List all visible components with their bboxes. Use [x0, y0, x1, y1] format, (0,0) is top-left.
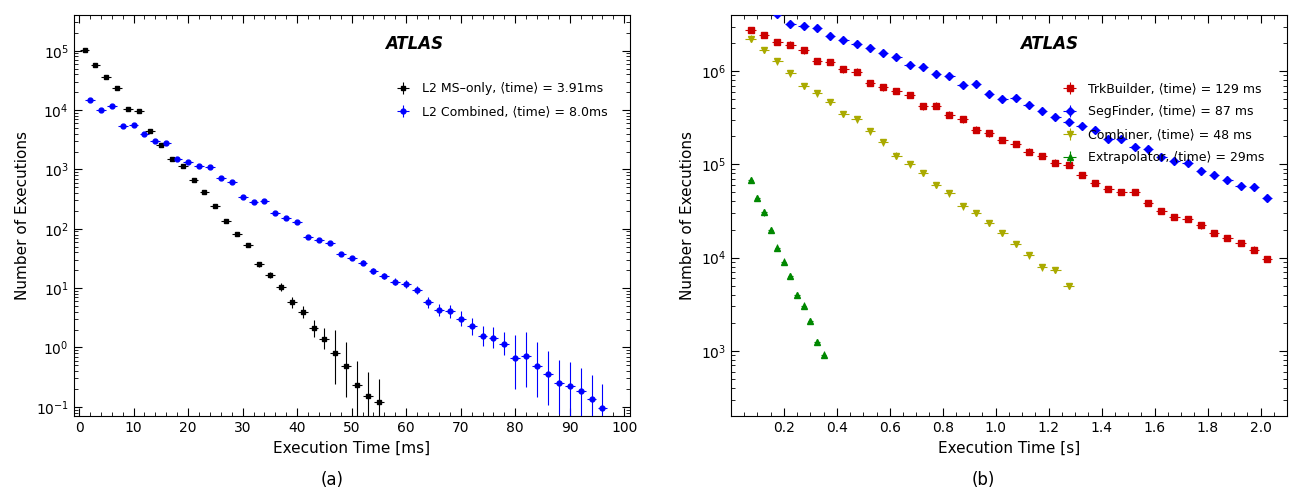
Y-axis label: Number of Executions: Number of Executions: [680, 131, 695, 300]
Text: ATLAS: ATLAS: [1019, 35, 1078, 53]
X-axis label: Execution Time [ms]: Execution Time [ms]: [273, 441, 430, 455]
Legend: L2 MS–only, ⟨time⟩ = 3.91ms, L2 Combined, ⟨time⟩ = 8.0ms: L2 MS–only, ⟨time⟩ = 3.91ms, L2 Combined…: [385, 77, 612, 123]
X-axis label: Execution Time [s]: Execution Time [s]: [937, 441, 1081, 455]
Y-axis label: Number of Executions: Number of Executions: [16, 131, 30, 300]
Text: (a): (a): [320, 471, 344, 489]
Text: ATLAS: ATLAS: [385, 35, 443, 53]
Legend: TrkBuilder, ⟨time⟩ = 129 ms, SegFinder, ⟨time⟩ = 87 ms, Combiner, ⟨time⟩ = 48 ms: TrkBuilder, ⟨time⟩ = 129 ms, SegFinder, …: [1052, 77, 1269, 170]
Text: (b): (b): [971, 471, 995, 489]
